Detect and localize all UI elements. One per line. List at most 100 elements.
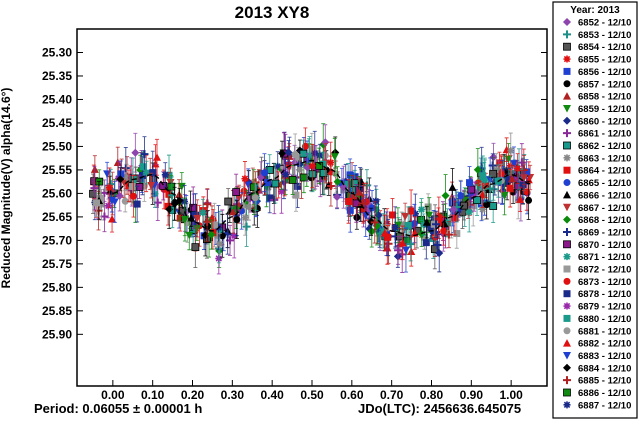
data-point bbox=[421, 233, 429, 241]
legend-marker bbox=[563, 104, 571, 113]
legend-marker bbox=[563, 30, 571, 39]
legend-marker bbox=[563, 290, 571, 298]
data-point bbox=[379, 227, 387, 235]
data-point bbox=[177, 182, 186, 191]
data-point bbox=[380, 229, 389, 237]
data-point bbox=[278, 149, 287, 158]
data-point bbox=[448, 183, 457, 191]
data-point bbox=[139, 163, 147, 171]
data-point bbox=[251, 194, 259, 202]
data-point bbox=[510, 160, 519, 168]
data-point bbox=[418, 206, 426, 214]
data-point bbox=[96, 194, 104, 202]
data-point bbox=[235, 194, 244, 202]
legend-label: 6857 - 12/10 bbox=[578, 79, 631, 90]
legend-marker bbox=[563, 253, 571, 261]
data-point bbox=[193, 214, 202, 223]
data-point bbox=[422, 218, 431, 226]
legend-label: 6884 - 12/10 bbox=[578, 363, 631, 374]
data-point bbox=[280, 168, 288, 176]
data-point bbox=[422, 239, 430, 247]
data-point bbox=[404, 221, 412, 229]
data-point bbox=[185, 231, 194, 240]
chart-title: 2013 XY8 bbox=[235, 3, 310, 22]
legend-marker bbox=[563, 18, 571, 26]
legend-label: 6854 - 12/10 bbox=[578, 42, 631, 53]
legend-label: 6879 - 12/10 bbox=[578, 302, 631, 313]
legend-label: 6858 - 12/10 bbox=[578, 92, 631, 103]
data-point bbox=[216, 240, 224, 248]
data-point bbox=[149, 169, 157, 177]
data-point bbox=[516, 195, 525, 203]
fit-curve bbox=[112, 159, 532, 237]
legend-label: 6866 - 12/10 bbox=[578, 190, 631, 201]
legend-marker bbox=[563, 92, 571, 100]
data-point bbox=[489, 169, 498, 178]
data-point bbox=[230, 232, 238, 240]
data-point bbox=[291, 151, 299, 159]
legend-marker bbox=[563, 116, 571, 125]
data-point bbox=[398, 238, 407, 247]
data-point bbox=[440, 219, 449, 228]
data-point bbox=[131, 148, 140, 157]
data-point bbox=[372, 197, 380, 205]
data-point bbox=[284, 148, 293, 157]
data-point bbox=[449, 205, 458, 214]
data-point bbox=[433, 240, 442, 249]
y-tick-label: 25.55 bbox=[42, 163, 72, 177]
data-point bbox=[244, 181, 253, 189]
data-point bbox=[232, 188, 241, 196]
data-point bbox=[431, 220, 440, 229]
legend-marker bbox=[563, 388, 571, 397]
data-point bbox=[285, 152, 294, 160]
y-tick-label: 25.70 bbox=[42, 233, 72, 247]
legend-label: 6885 - 12/10 bbox=[578, 376, 631, 387]
data-point bbox=[159, 181, 168, 190]
y-tick-label: 25.80 bbox=[42, 280, 72, 294]
x-tick-label: 0.00 bbox=[101, 388, 125, 402]
data-point bbox=[359, 199, 368, 208]
y-tick-label: 25.40 bbox=[42, 92, 72, 106]
data-point bbox=[288, 176, 297, 184]
data-point bbox=[401, 246, 410, 255]
data-point bbox=[274, 162, 282, 170]
legend-marker bbox=[563, 339, 571, 347]
legend-label: 6873 - 12/10 bbox=[578, 277, 631, 288]
data-point bbox=[486, 184, 495, 193]
data-point bbox=[483, 201, 491, 209]
legend-label: 6862 - 12/10 bbox=[578, 141, 631, 152]
legend-label: 6856 - 12/10 bbox=[578, 67, 631, 78]
data-point bbox=[327, 159, 335, 167]
legend-label: 6864 - 12/10 bbox=[578, 166, 631, 177]
data-point bbox=[482, 181, 490, 189]
data-point bbox=[115, 191, 124, 200]
data-point bbox=[213, 231, 221, 239]
period-label: Period: 0.06055 ± 0.00001 h bbox=[34, 401, 202, 416]
data-point bbox=[211, 221, 219, 229]
legend-label: 6882 - 12/10 bbox=[578, 339, 631, 350]
data-point bbox=[165, 205, 174, 214]
data-point bbox=[471, 188, 479, 196]
data-point bbox=[311, 149, 319, 157]
data-point bbox=[138, 171, 146, 179]
legend-marker bbox=[563, 166, 571, 174]
data-point bbox=[311, 163, 319, 171]
data-point bbox=[113, 158, 122, 166]
y-axis-ticks: 25.30 25.35 25.40 25.45 25.50 25.55 25.60 25.65… bbox=[42, 45, 547, 341]
data-point bbox=[218, 232, 226, 240]
data-point bbox=[266, 194, 274, 202]
data-point bbox=[241, 175, 249, 183]
legend-marker bbox=[563, 141, 571, 150]
legend-label: 6880 - 12/10 bbox=[578, 314, 631, 325]
y-tick-label: 25.90 bbox=[42, 327, 72, 341]
data-point bbox=[94, 206, 103, 215]
x-tick-label: 0.70 bbox=[380, 388, 404, 402]
data-point bbox=[353, 193, 361, 201]
data-point bbox=[241, 214, 249, 222]
data-point bbox=[105, 184, 113, 192]
legend-marker bbox=[563, 179, 571, 187]
data-point bbox=[143, 169, 151, 177]
data-point bbox=[207, 230, 216, 239]
data-point bbox=[129, 192, 137, 200]
data-point bbox=[457, 192, 465, 200]
